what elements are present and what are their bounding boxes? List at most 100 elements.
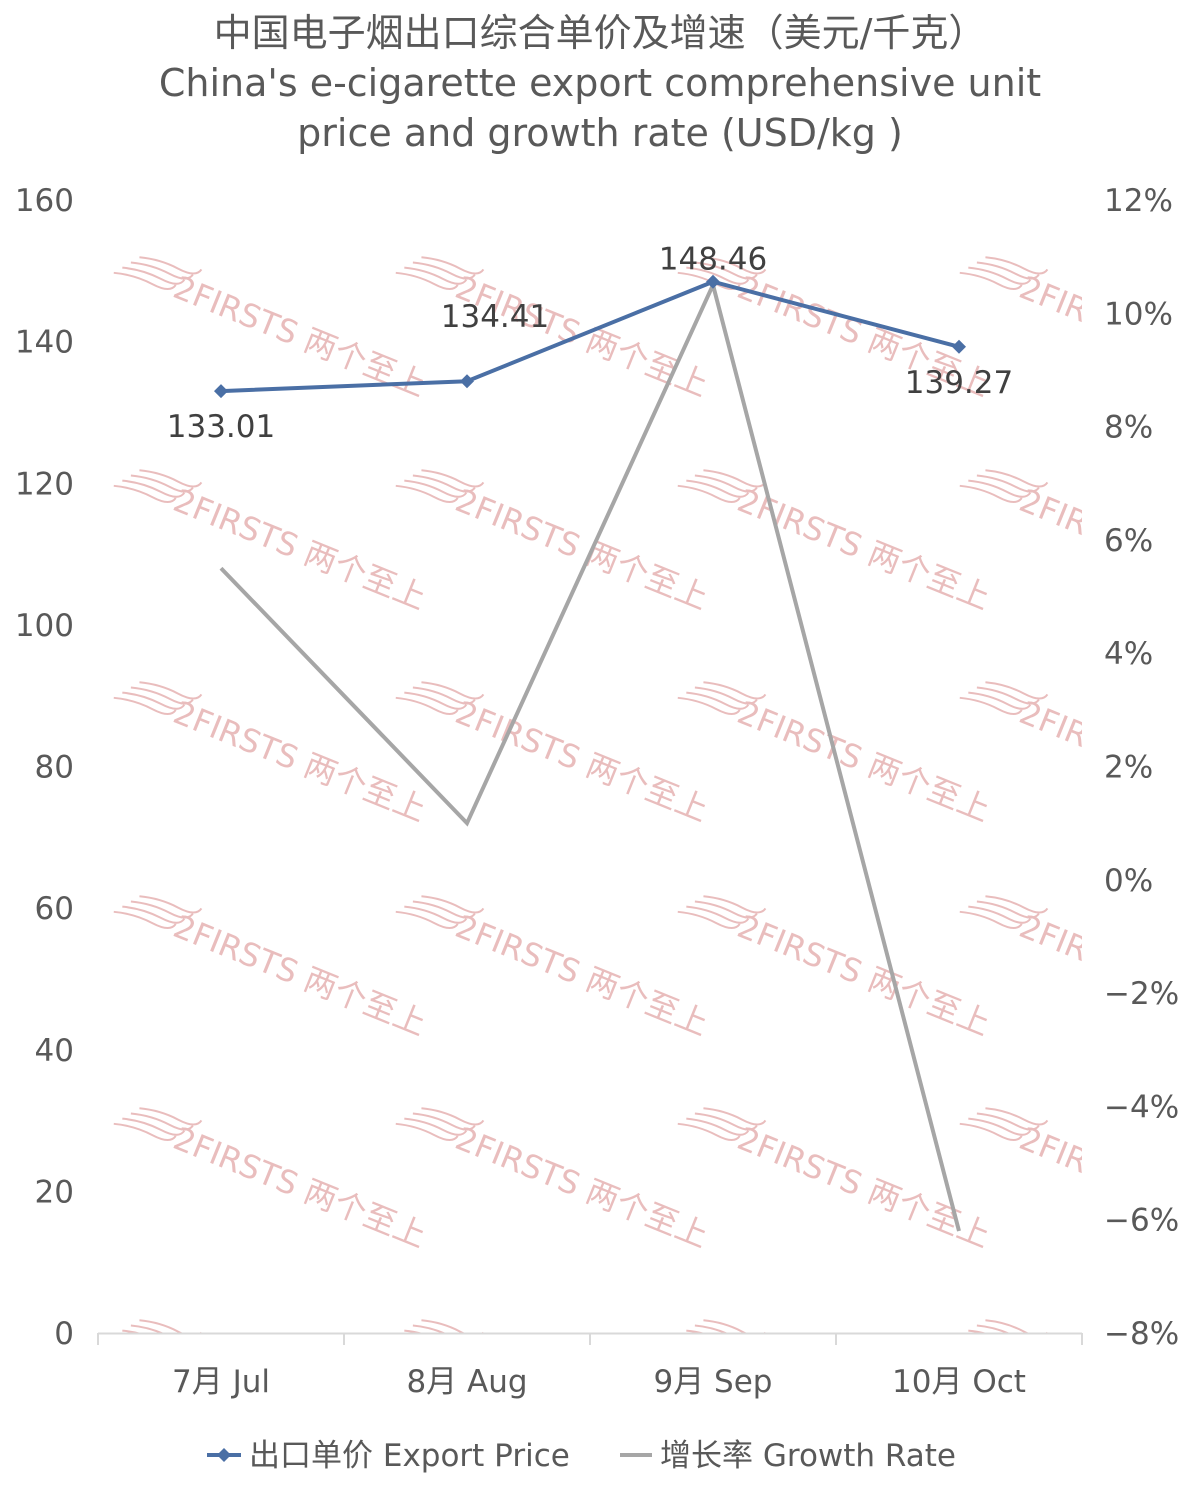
watermark-swoosh — [959, 1122, 1023, 1141]
watermark-swoosh — [412, 1324, 476, 1333]
y-right-tick-label: −6% — [1104, 1203, 1179, 1239]
watermark-swoosh — [122, 1117, 186, 1136]
watermark-swoosh — [113, 910, 177, 929]
watermark-swoosh — [976, 261, 1040, 280]
watermark-swoosh — [968, 1117, 1032, 1136]
watermark-swoosh — [703, 895, 767, 914]
chart-title-en-line1: China's e-cigarette export comprehensive… — [158, 61, 1042, 105]
series-line-growth-rate — [219, 279, 961, 1232]
chart-title-zh: 中国电子烟出口综合单价及增速（美元/千克） — [213, 11, 987, 55]
watermark-logo: 2FIRSTS 两个至上 — [113, 469, 432, 617]
watermark-text: 2FIRSTS 两个至上 — [450, 1119, 713, 1255]
watermark-swoosh — [694, 261, 758, 280]
watermark-swoosh — [985, 681, 1049, 700]
watermark-swoosh — [113, 271, 177, 290]
watermark-logo: 2FIRSTS 两个至上 — [677, 469, 996, 617]
watermark-text: 2FIRSTS 两个至上 — [168, 481, 431, 617]
data-label-export-price: 139.27 — [905, 365, 1013, 401]
watermark-swoosh — [968, 266, 1032, 285]
watermark-swoosh — [421, 681, 485, 700]
watermark-swoosh — [694, 900, 758, 919]
watermark-swoosh — [412, 1112, 476, 1131]
y-left-tick-label: 140 — [15, 325, 74, 361]
legend-label-export-price: 出口单价 Export Price — [249, 1438, 570, 1474]
y-left-tick-label: 20 — [35, 1174, 74, 1210]
watermark-logo: 2FIRSTS 两个至上 — [113, 681, 432, 829]
watermark-swoosh — [404, 691, 468, 710]
watermark-swoosh — [139, 895, 203, 914]
watermark-logo: 2FIRSTS 两个至上 — [677, 681, 996, 829]
data-label-export-price: 133.01 — [167, 409, 275, 445]
watermark-swoosh — [677, 484, 741, 503]
watermark-swoosh — [976, 1324, 1040, 1333]
watermark-swoosh — [686, 479, 750, 498]
watermark-swoosh — [412, 900, 476, 919]
point-export-price — [952, 339, 966, 354]
watermark-swoosh — [139, 681, 203, 700]
watermark-swoosh — [130, 686, 194, 705]
watermark-logo: 2FIRSTS 两个至上 — [113, 1107, 432, 1255]
watermark-swoosh — [395, 696, 459, 715]
y-right-tick-label: −8% — [1104, 1316, 1179, 1352]
watermark-swoosh — [976, 474, 1040, 493]
watermark-swoosh — [113, 1122, 177, 1141]
watermark-text: 2FIRSTS 两个至上 — [732, 693, 995, 829]
watermark-swoosh — [686, 266, 750, 285]
watermark-logo: 2FIRSTS 两个至上 — [113, 256, 432, 404]
watermark-swoosh — [686, 1329, 750, 1333]
watermark-swoosh — [404, 1117, 468, 1136]
axes: 7月 Jul 8月 Aug 9月 Sep 10月 Oct 0 20 40 60 80 100 120… — [15, 183, 1179, 1400]
point-export-price — [214, 384, 228, 399]
watermark-swoosh — [976, 900, 1040, 919]
y-right-tick-label: −4% — [1104, 1089, 1179, 1125]
watermark-swoosh — [139, 256, 203, 275]
y-left-tick-label: 100 — [15, 608, 74, 644]
point-export-price — [460, 374, 474, 389]
y-left-tick-label: 60 — [35, 891, 74, 927]
watermark-swoosh — [113, 484, 177, 503]
watermark-swoosh — [395, 1122, 459, 1141]
watermark-swoosh — [968, 479, 1032, 498]
watermark-swoosh — [968, 1329, 1032, 1333]
watermark-swoosh — [395, 484, 459, 503]
watermark-swoosh — [412, 686, 476, 705]
watermark-text: 2FIRSTS 两个至上 — [732, 907, 995, 1043]
y-right-tick-label: 6% — [1104, 523, 1153, 559]
watermark-swoosh — [421, 895, 485, 914]
y-right-tick-label: −2% — [1104, 976, 1179, 1012]
watermark-swoosh — [139, 1107, 203, 1126]
watermark-swoosh — [694, 686, 758, 705]
x-tick-label: 9月 Sep — [653, 1364, 772, 1400]
watermark-swoosh — [959, 484, 1023, 503]
point-export-price — [706, 274, 720, 289]
watermark-swoosh — [677, 696, 741, 715]
legend-marker-export-price — [217, 1448, 231, 1462]
y-right-tick-label: 10% — [1104, 296, 1173, 332]
watermark-swoosh — [122, 691, 186, 710]
watermark-swoosh — [139, 1319, 203, 1333]
watermark-swoosh — [703, 1107, 767, 1126]
watermark-swoosh — [421, 256, 485, 275]
watermark-swoosh — [677, 1122, 741, 1141]
y-left-tick-label: 80 — [35, 750, 74, 786]
watermark-text: 2FIRSTS 两个至上 — [732, 1119, 995, 1255]
watermark-logo: 2FIRSTS 两个至上 — [959, 469, 1082, 617]
watermark-swoosh — [959, 271, 1023, 290]
watermark-swoosh — [421, 1107, 485, 1126]
watermark-swoosh — [130, 474, 194, 493]
watermark-swoosh — [976, 686, 1040, 705]
watermark-swoosh — [395, 271, 459, 290]
watermark-swoosh — [703, 1319, 767, 1333]
watermark-swoosh — [694, 474, 758, 493]
watermark-logo: 2FIRSTS 两个至上 — [677, 1107, 996, 1255]
watermark-swoosh — [412, 261, 476, 280]
watermark-swoosh — [968, 691, 1032, 710]
legend-label-growth-rate: 增长率 Growth Rate — [660, 1438, 956, 1474]
watermark-swoosh — [130, 261, 194, 280]
y-right-tick-label: 0% — [1104, 863, 1153, 899]
watermark-swoosh — [976, 1112, 1040, 1131]
watermark-swoosh — [985, 895, 1049, 914]
y-right-tick-label: 4% — [1104, 636, 1153, 672]
watermark-swoosh — [985, 256, 1049, 275]
